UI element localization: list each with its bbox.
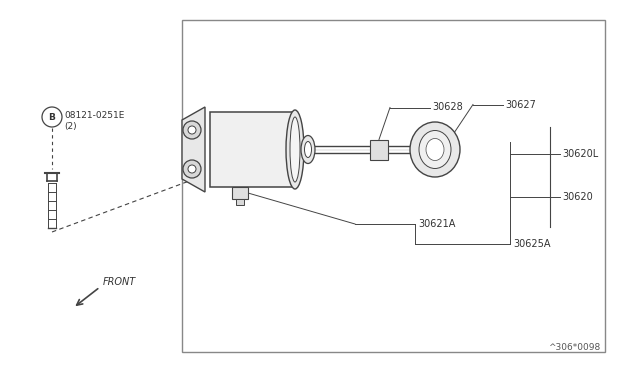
Circle shape xyxy=(188,126,196,134)
Ellipse shape xyxy=(290,117,300,182)
Ellipse shape xyxy=(301,135,315,164)
Text: 30625A: 30625A xyxy=(513,239,550,249)
Circle shape xyxy=(183,121,201,139)
Text: B: B xyxy=(49,112,56,122)
Text: FRONT: FRONT xyxy=(103,277,136,287)
Text: 08121-0251E: 08121-0251E xyxy=(64,110,124,119)
Ellipse shape xyxy=(286,110,304,189)
Text: 30628: 30628 xyxy=(432,103,463,112)
Ellipse shape xyxy=(305,141,312,157)
Circle shape xyxy=(183,160,201,178)
Bar xyxy=(232,187,248,199)
Polygon shape xyxy=(182,107,205,192)
Bar xyxy=(236,199,244,205)
Text: 30627: 30627 xyxy=(505,99,536,109)
Bar xyxy=(370,140,388,160)
Ellipse shape xyxy=(419,131,451,169)
Circle shape xyxy=(42,107,62,127)
Circle shape xyxy=(188,165,196,173)
Text: 30620L: 30620L xyxy=(562,149,598,159)
Ellipse shape xyxy=(426,138,444,160)
Ellipse shape xyxy=(410,122,460,177)
Bar xyxy=(182,20,605,352)
Text: 30620: 30620 xyxy=(562,192,593,202)
Text: (2): (2) xyxy=(64,122,77,131)
Text: 30621A: 30621A xyxy=(418,219,456,229)
Text: ^306*0098: ^306*0098 xyxy=(548,343,600,352)
Bar xyxy=(210,112,295,187)
